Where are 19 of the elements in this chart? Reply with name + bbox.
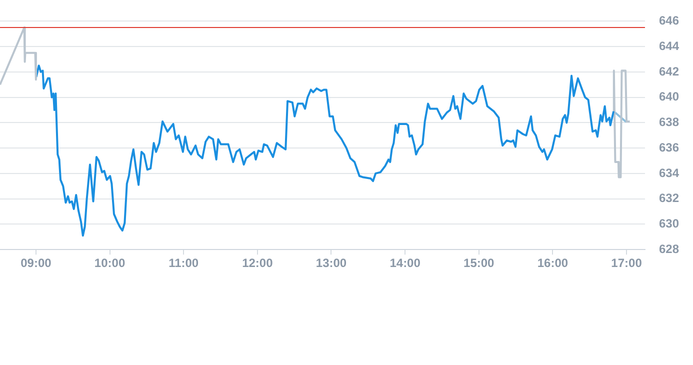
x-tick-label: 13:00 (316, 256, 347, 270)
y-tick-label: 636 (658, 140, 680, 154)
y-tick-label: 628 (658, 242, 680, 256)
y-tick-label: 638 (658, 115, 680, 130)
x-tick-label: 09:00 (20, 256, 52, 270)
x-tick-label: 16:00 (537, 256, 568, 270)
y-tick-label: 634 (658, 166, 680, 180)
y-tick-label: 642 (658, 64, 680, 78)
x-tick-label: 17:00 (611, 256, 642, 270)
x-tick-label: 10:00 (94, 256, 126, 270)
y-tick-label: 640 (658, 90, 680, 104)
x-tick-label: 15:00 (464, 256, 495, 270)
y-tick-label: 632 (658, 191, 680, 206)
y-tick-label: 630 (658, 216, 680, 231)
x-tick-label: 12:00 (242, 256, 274, 270)
y-tick-label: 644 (658, 38, 680, 53)
x-tick-label: 14:00 (390, 256, 421, 270)
x-tick-label: 11:00 (168, 256, 199, 270)
y-tick-label: 646 (658, 14, 680, 28)
